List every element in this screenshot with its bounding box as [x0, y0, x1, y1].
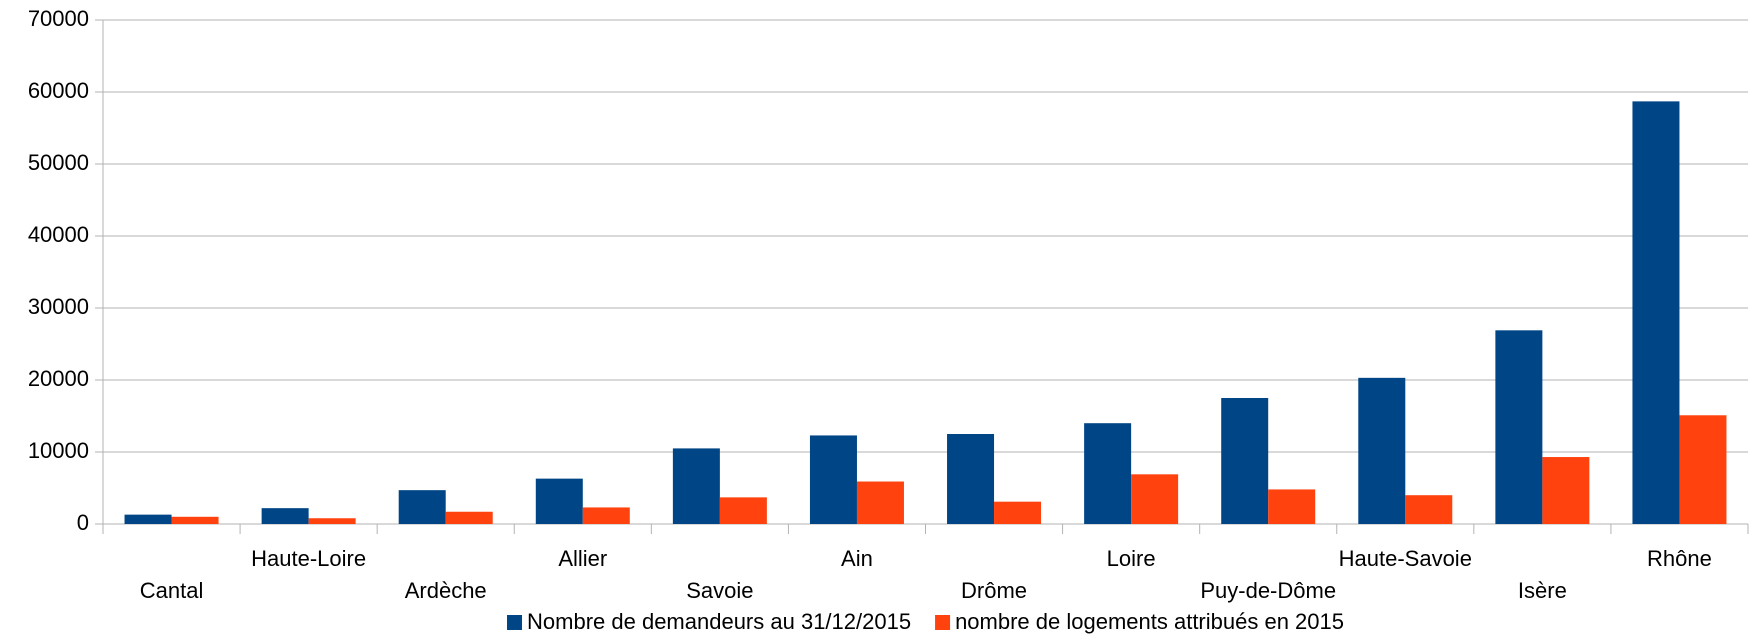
bar	[1268, 489, 1316, 524]
x-tick-label: Drôme	[961, 578, 1027, 603]
x-tick-label: Isère	[1518, 578, 1567, 603]
bar	[1221, 398, 1269, 524]
y-tick-label: 10000	[28, 438, 89, 463]
bar	[1632, 101, 1680, 525]
bar	[398, 490, 446, 524]
x-tick-label: Puy-de-Dôme	[1200, 578, 1336, 603]
bar	[1405, 495, 1453, 524]
bar	[1679, 415, 1727, 524]
x-tick-label: Haute-Savoie	[1339, 546, 1472, 571]
y-tick-label: 40000	[28, 222, 89, 247]
x-tick-label: Allier	[558, 546, 607, 571]
y-tick-label: 50000	[28, 150, 89, 175]
bar	[672, 448, 720, 524]
bar	[582, 507, 630, 524]
x-tick-label: Ain	[841, 546, 873, 571]
x-tick-label: Rhône	[1647, 546, 1712, 571]
y-tick-label: 0	[77, 510, 89, 535]
bar	[124, 514, 172, 524]
bar	[445, 511, 493, 524]
bar	[308, 518, 356, 524]
x-tick-label: Savoie	[686, 578, 753, 603]
x-tick-label: Loire	[1107, 546, 1156, 571]
x-tick-label: Ardèche	[405, 578, 487, 603]
bar	[535, 478, 583, 524]
bar	[261, 508, 309, 524]
bar	[856, 481, 904, 524]
bar	[719, 497, 767, 524]
legend-label: nombre de logements attribués en 2015	[955, 609, 1344, 634]
x-tick-label: Cantal	[140, 578, 204, 603]
bar	[1542, 457, 1590, 524]
legend-swatch	[507, 615, 523, 630]
bar	[947, 434, 995, 524]
y-tick-label: 70000	[28, 6, 89, 31]
bar	[1131, 474, 1179, 524]
legend-swatch	[935, 615, 951, 630]
y-tick-label: 60000	[28, 78, 89, 103]
legend-label: Nombre de demandeurs au 31/12/2015	[527, 609, 911, 634]
bar	[809, 435, 857, 524]
bar	[171, 516, 219, 524]
bar	[994, 501, 1042, 524]
bar	[1495, 330, 1543, 524]
bar	[1358, 377, 1406, 524]
y-tick-label: 30000	[28, 294, 89, 319]
x-tick-label: Haute-Loire	[251, 546, 366, 571]
y-tick-label: 20000	[28, 366, 89, 391]
bar	[1084, 423, 1132, 524]
